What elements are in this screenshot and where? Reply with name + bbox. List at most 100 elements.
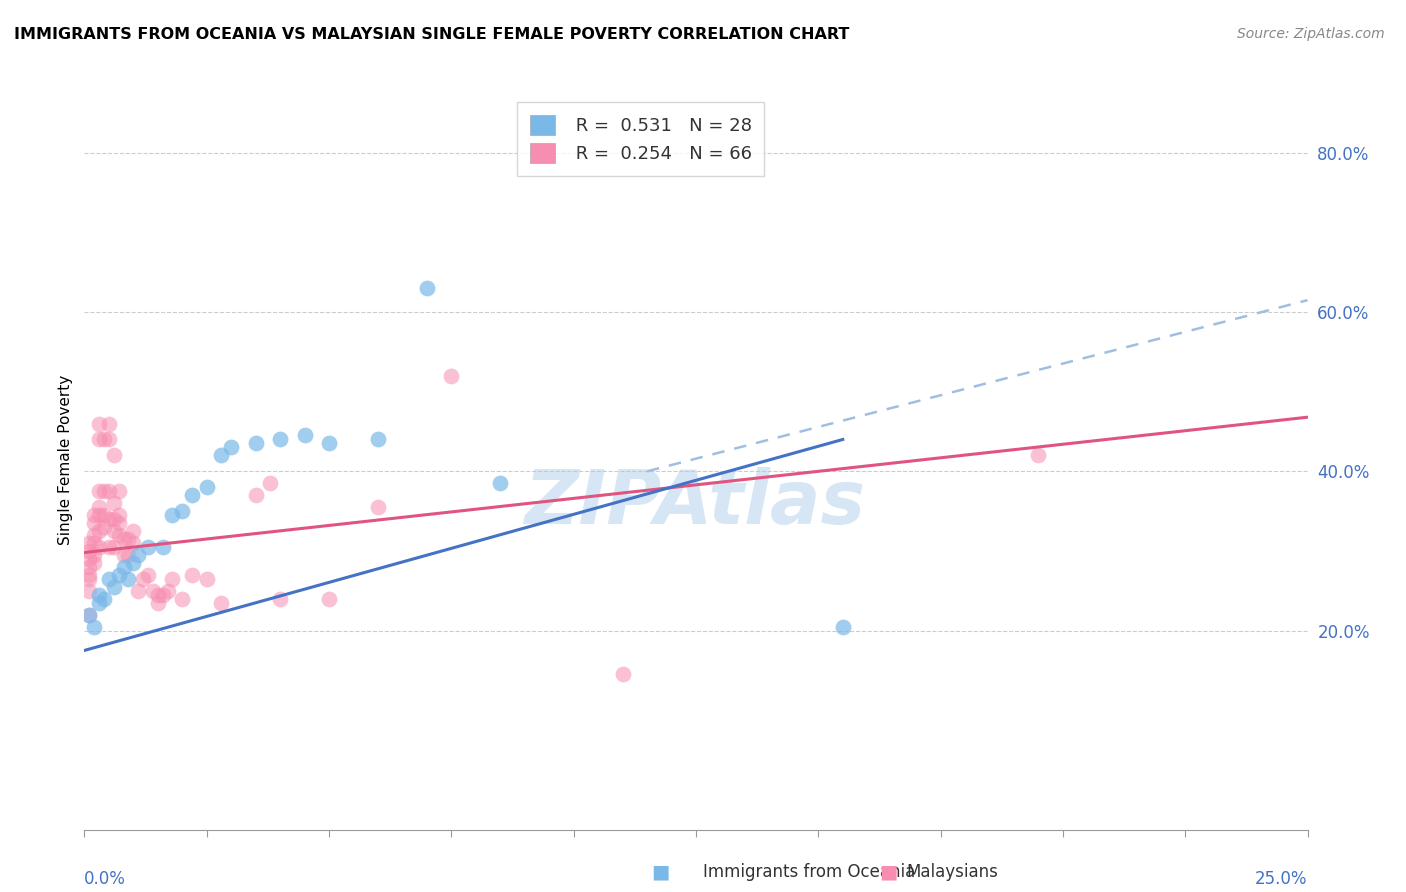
Point [245, 488, 267, 502]
Point [87, 417, 110, 431]
Point [142, 583, 165, 598]
Point [146, 596, 169, 610]
Point [77, 559, 100, 574]
Point [294, 428, 316, 442]
Point [93, 433, 115, 447]
Point [87, 500, 110, 515]
Point [83, 619, 105, 633]
Point [122, 524, 145, 538]
Point [87, 596, 110, 610]
Point [83, 508, 105, 522]
Point [136, 567, 159, 582]
Point [97, 433, 120, 447]
Point [87, 508, 110, 522]
Point [127, 583, 149, 598]
Point [107, 567, 129, 582]
Point [416, 281, 439, 295]
Point [269, 433, 291, 447]
Point [117, 548, 139, 562]
Point [195, 572, 218, 586]
Point [136, 540, 159, 554]
Text: 25.0%: 25.0% [1256, 871, 1308, 888]
Point [209, 596, 232, 610]
Text: ■: ■ [651, 863, 671, 882]
Text: Malaysians: Malaysians [907, 863, 998, 881]
Point [87, 433, 110, 447]
Point [219, 441, 242, 455]
Point [103, 496, 125, 510]
Point [195, 480, 218, 494]
Point [83, 536, 105, 550]
Point [83, 528, 105, 542]
Point [612, 667, 634, 681]
Point [87, 524, 110, 538]
Point [93, 484, 115, 499]
Point [172, 504, 194, 518]
Point [146, 588, 169, 602]
Point [831, 619, 853, 633]
Point [83, 516, 105, 530]
Point [97, 417, 120, 431]
Y-axis label: Single Female Poverty: Single Female Poverty [58, 375, 73, 544]
Point [122, 536, 145, 550]
Point [259, 476, 281, 491]
Point [269, 591, 291, 606]
Text: ZIPAtlas: ZIPAtlas [526, 467, 866, 541]
Point [107, 516, 129, 530]
Point [209, 449, 232, 463]
Point [117, 532, 139, 546]
Legend:  R =  0.531   N = 28,  R =  0.254   N = 66: R = 0.531 N = 28, R = 0.254 N = 66 [517, 102, 765, 176]
Point [97, 484, 120, 499]
Point [93, 508, 115, 522]
Point [103, 449, 125, 463]
Text: Immigrants from Oceania: Immigrants from Oceania [703, 863, 915, 881]
Point [97, 540, 120, 554]
Point [93, 591, 115, 606]
Point [318, 436, 340, 450]
Point [77, 583, 100, 598]
Point [152, 540, 174, 554]
Point [77, 572, 100, 586]
Point [107, 528, 129, 542]
Point [162, 572, 184, 586]
Point [156, 583, 179, 598]
Point [83, 556, 105, 570]
Point [107, 508, 129, 522]
Point [152, 588, 174, 602]
Point [77, 567, 100, 582]
Point [83, 548, 105, 562]
Point [122, 556, 145, 570]
Point [367, 500, 389, 515]
Point [117, 572, 139, 586]
Point [97, 572, 120, 586]
Point [77, 544, 100, 558]
Point [93, 520, 115, 534]
Point [1028, 449, 1050, 463]
Point [77, 552, 100, 566]
Point [77, 607, 100, 622]
Point [127, 548, 149, 562]
Point [103, 580, 125, 594]
Text: IMMIGRANTS FROM OCEANIA VS MALAYSIAN SINGLE FEMALE POVERTY CORRELATION CHART: IMMIGRANTS FROM OCEANIA VS MALAYSIAN SIN… [14, 27, 849, 42]
Point [440, 368, 463, 383]
Point [172, 591, 194, 606]
Text: Source: ZipAtlas.com: Source: ZipAtlas.com [1237, 27, 1385, 41]
Text: ■: ■ [879, 863, 898, 882]
Point [107, 484, 129, 499]
Point [103, 524, 125, 538]
Point [489, 476, 512, 491]
Point [77, 607, 100, 622]
Point [87, 588, 110, 602]
Point [103, 512, 125, 526]
Point [245, 436, 267, 450]
Point [97, 512, 120, 526]
Point [162, 508, 184, 522]
Point [87, 540, 110, 554]
Text: 0.0%: 0.0% [84, 871, 127, 888]
Point [112, 548, 135, 562]
Point [181, 488, 204, 502]
Point [181, 567, 204, 582]
Point [87, 484, 110, 499]
Point [318, 591, 340, 606]
Point [132, 572, 155, 586]
